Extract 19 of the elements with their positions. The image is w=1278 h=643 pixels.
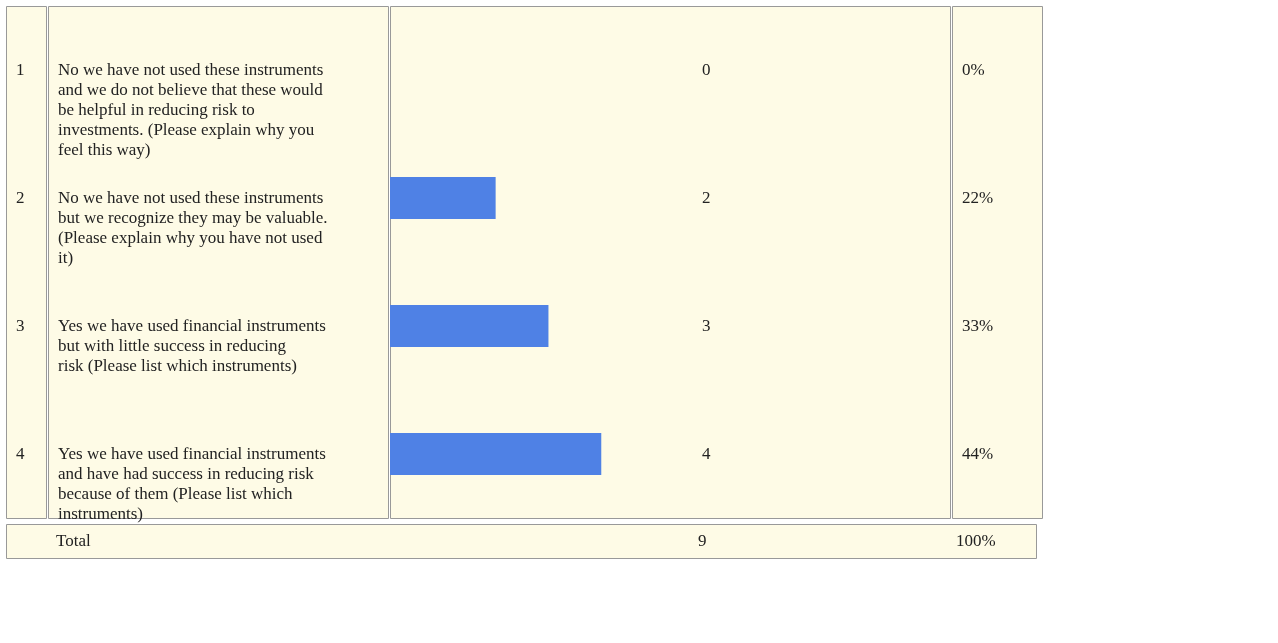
text: 3 xyxy=(16,316,25,335)
text: 2 xyxy=(16,188,25,207)
text: 33% xyxy=(962,316,994,335)
text: 100% xyxy=(956,531,996,550)
y-tick-label: No we have not used these instruments and we do not believe that these would be helpful in reducing risk to investments. (Please explain why you feel this way) xyxy=(58,60,324,159)
y-tick-label: Yes we have used financial instruments but with little success in reducing risk (Please list which instruments) xyxy=(58,316,326,375)
data-label: 0 xyxy=(702,60,711,79)
text: 44% xyxy=(962,444,994,463)
y-tick-label: Yes we have used financial instruments and have had success in reducing risk because of them (Please list which instruments) xyxy=(58,444,326,523)
data-label: 2 xyxy=(702,188,711,207)
data-label: 4 xyxy=(702,444,711,463)
text: 22% xyxy=(962,188,994,207)
text: Total xyxy=(56,531,91,550)
text: 1 xyxy=(16,60,25,79)
text: 9 xyxy=(698,531,707,550)
text: 4 xyxy=(16,444,25,463)
data-label: 3 xyxy=(702,316,711,335)
y-tick-label: No we have not used these instruments but we recognize they may be valuable. (Please explain why you have not used it) xyxy=(58,188,328,267)
text: 0% xyxy=(962,60,985,79)
